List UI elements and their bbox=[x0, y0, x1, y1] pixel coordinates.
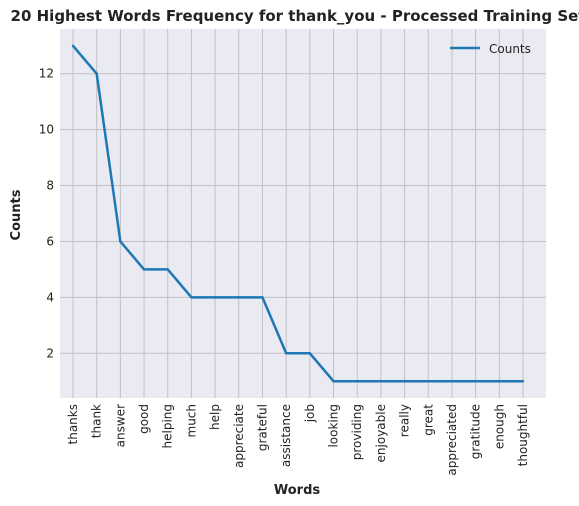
x-tick-label: grateful bbox=[255, 404, 269, 451]
x-tick-label: job bbox=[303, 404, 317, 423]
data-point bbox=[213, 296, 217, 299]
y-tick-label: 2 bbox=[46, 346, 54, 360]
data-point bbox=[142, 268, 146, 271]
y-tick-label: 12 bbox=[39, 67, 54, 81]
plot-background bbox=[60, 29, 546, 398]
x-tick-label: appreciated bbox=[445, 404, 459, 476]
x-tick-label: helping bbox=[161, 404, 175, 449]
x-tick-label: thoughtful bbox=[516, 404, 530, 466]
data-point bbox=[71, 44, 75, 47]
x-axis-label: Words bbox=[274, 483, 321, 498]
series-layer bbox=[71, 44, 525, 383]
data-point bbox=[403, 380, 406, 383]
x-tick-label: much bbox=[184, 404, 198, 438]
x-tick-label: thank bbox=[90, 404, 104, 438]
y-gridlines bbox=[60, 73, 546, 354]
data-point bbox=[190, 296, 193, 299]
data-point bbox=[356, 380, 359, 383]
x-tick-label: appreciate bbox=[232, 404, 246, 468]
data-point bbox=[95, 72, 98, 75]
data-point bbox=[498, 380, 501, 383]
data-point bbox=[332, 380, 335, 383]
x-tick-label: enough bbox=[492, 404, 506, 449]
data-point bbox=[308, 352, 312, 355]
x-tick-label: thanks bbox=[66, 404, 80, 444]
y-tick-label: 10 bbox=[39, 123, 54, 137]
x-tick-label: answer bbox=[113, 404, 127, 447]
x-tick-label: looking bbox=[327, 404, 341, 448]
x-tick-label: really bbox=[398, 404, 412, 437]
chart-title: 20 Highest Words Frequency for thank_you… bbox=[11, 7, 579, 25]
x-tick-label: help bbox=[208, 404, 222, 430]
data-point bbox=[166, 268, 169, 271]
y-tick-label: 4 bbox=[46, 290, 54, 304]
x-tick-labels: thanks thank answer good helping much help appr… bbox=[66, 404, 530, 476]
data-point bbox=[119, 240, 122, 243]
legend: Counts bbox=[450, 42, 531, 56]
data-point bbox=[427, 380, 430, 383]
data-point bbox=[379, 380, 383, 383]
data-point bbox=[450, 380, 454, 383]
x-tick-label: gratitude bbox=[469, 404, 483, 459]
x-tick-label: assistance bbox=[279, 404, 293, 467]
legend-label: Counts bbox=[489, 42, 531, 56]
x-tick-label: providing bbox=[350, 404, 364, 460]
y-axis-label: Counts bbox=[9, 189, 24, 240]
series-line bbox=[72, 44, 523, 383]
x-gridlines bbox=[72, 29, 524, 398]
x-tick-label: great bbox=[421, 404, 435, 436]
data-point bbox=[284, 352, 288, 355]
data-point bbox=[474, 380, 477, 383]
y-tick-labels: 2 4 6 8 10 12 bbox=[39, 67, 54, 361]
x-tick-label: enjoyable bbox=[374, 404, 388, 462]
x-tick-label: good bbox=[137, 404, 151, 434]
data-point bbox=[261, 296, 264, 299]
y-tick-label: 8 bbox=[46, 179, 54, 193]
data-point bbox=[237, 296, 240, 299]
y-tick-label: 6 bbox=[46, 234, 54, 248]
data-point bbox=[521, 380, 525, 383]
